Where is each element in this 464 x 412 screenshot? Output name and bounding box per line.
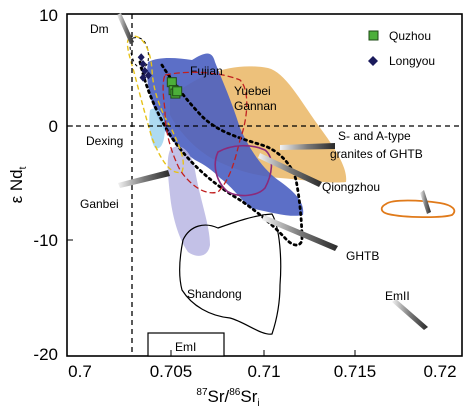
- data-point-longyou: [141, 66, 149, 75]
- legend-label-quzhou: Quzhou: [389, 29, 431, 43]
- field-dm: [129, 37, 149, 69]
- legend-label-longyou: Longyou: [389, 54, 435, 68]
- label-dexing: Dexing: [86, 134, 123, 148]
- label-gannan: Gannan: [234, 99, 277, 113]
- x-axis: 0.7 0.705 0.71 0.715 0.72: [68, 350, 457, 381]
- label-shandong: Shandong: [187, 287, 242, 301]
- arrow-sa: [280, 143, 335, 150]
- label-fujian: Fujian: [190, 64, 223, 78]
- arrow-emii: [392, 299, 428, 330]
- markers: [137, 53, 183, 99]
- x-tick-label: 0.705: [150, 362, 193, 381]
- x-tick-label: 0.7: [68, 362, 92, 381]
- x-tick-label: 0.71: [247, 362, 280, 381]
- data-point-longyou: [137, 53, 145, 62]
- arrow-dm: [117, 13, 134, 44]
- label-sa-2: granites of GHTB: [330, 147, 423, 161]
- y-tick-label: 0: [49, 117, 58, 136]
- emi-box: [147, 332, 225, 357]
- data-point-longyou: [139, 60, 147, 69]
- x-tick-label: 0.72: [423, 362, 456, 381]
- label-emii: EmII: [385, 289, 410, 303]
- field-fujian: [147, 53, 304, 216]
- field-shandong: [179, 213, 282, 335]
- label-emi: EmI: [175, 340, 196, 354]
- label-yuebei: Yuebei: [234, 84, 271, 98]
- data-point-quzhou: [172, 86, 183, 97]
- legend-marker-longyou: [368, 56, 378, 66]
- fields-layer: [126, 35, 347, 335]
- legend: Quzhou Longyou: [368, 29, 435, 68]
- label-sa-1: S- and A-type: [338, 129, 411, 143]
- data-point-longyou: [139, 73, 147, 82]
- label-qiongzhou: Qiongzhou: [322, 180, 380, 194]
- y-axis-title: ε Ndt: [7, 166, 29, 203]
- y-tick-label: -10: [33, 231, 58, 250]
- field-red-dashed: [162, 71, 248, 194]
- x-tick-label: 0.715: [334, 362, 377, 381]
- field-qiongzhou: [214, 144, 273, 197]
- field-ghtb: [138, 60, 304, 247]
- field-sa-granites: [380, 199, 456, 219]
- arrow-qiongzhou: [258, 153, 322, 187]
- arrow-ganbei: [118, 170, 170, 188]
- arrows: [117, 13, 431, 330]
- label-ganbei: Ganbei: [80, 197, 119, 211]
- y-axis: 10 0 -10 -20: [33, 6, 73, 364]
- arrow-ghtb: [262, 215, 338, 251]
- field-ganbei: [167, 146, 210, 256]
- arrow-sa-granites: [420, 190, 431, 214]
- data-point-longyou: [144, 71, 152, 80]
- label-ghtb: GHTB: [346, 249, 379, 263]
- label-dm: Dm: [90, 22, 109, 36]
- legend-marker-quzhou: [368, 30, 379, 41]
- y-tick-label: -20: [33, 345, 58, 364]
- y-tick-label: 10: [39, 6, 58, 25]
- x-axis-title: 87Sr/86Sri: [196, 387, 259, 409]
